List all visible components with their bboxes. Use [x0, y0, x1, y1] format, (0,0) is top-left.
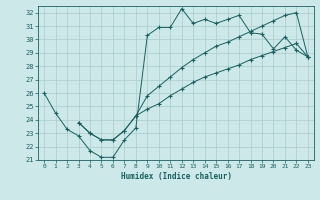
X-axis label: Humidex (Indice chaleur): Humidex (Indice chaleur) [121, 172, 231, 181]
